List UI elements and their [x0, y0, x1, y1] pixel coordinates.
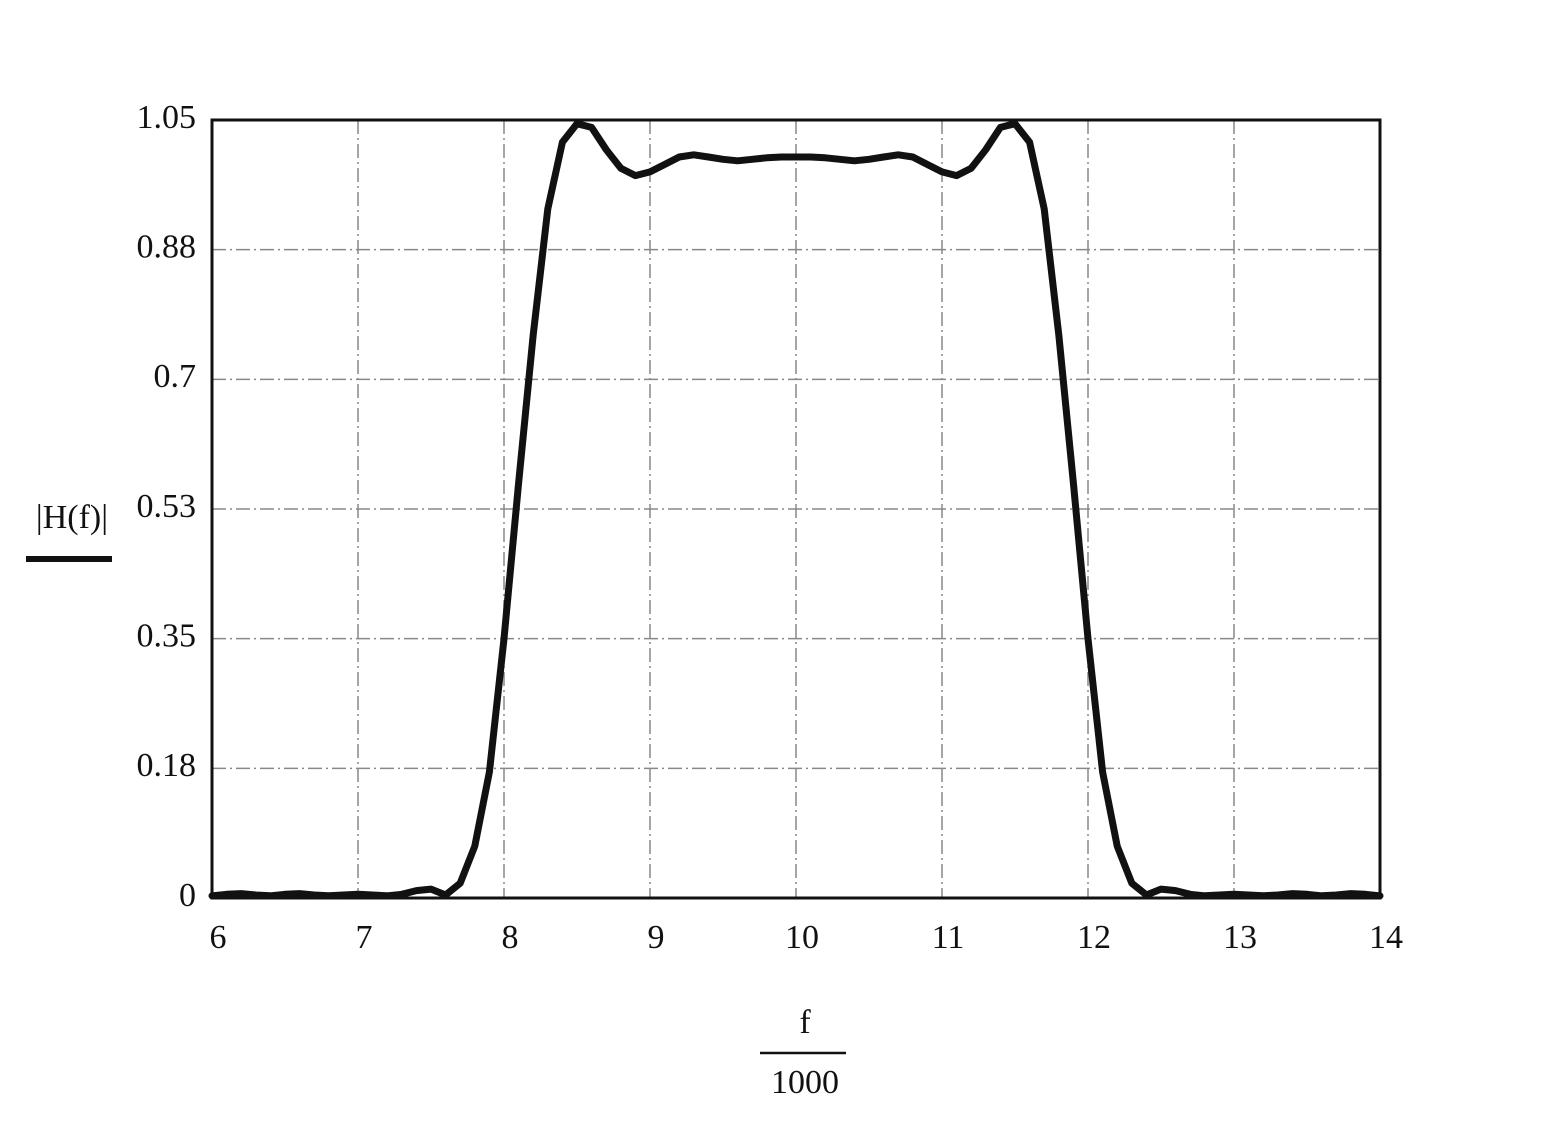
plot-frame — [210, 118, 1382, 900]
x-tick-label: 9 — [648, 919, 665, 956]
y-tick-label: 0.18 — [137, 747, 197, 784]
y-tick-label: 0 — [179, 877, 196, 914]
y-tick-label: 1.05 — [137, 99, 197, 136]
y-axis-label: |H(f)| — [36, 499, 108, 536]
y-tick-label: 0.88 — [137, 228, 197, 265]
y-tick-label: 0.35 — [137, 617, 197, 654]
x-tick-label: 6 — [210, 919, 227, 956]
x-tick-label: 14 — [1369, 919, 1403, 956]
x-tick-label: 10 — [785, 919, 819, 956]
x-tick-label: 13 — [1223, 919, 1257, 956]
data-line — [208, 120, 1384, 900]
x-tick-label: 7 — [356, 919, 373, 956]
x-tick-label: 11 — [932, 919, 965, 956]
x-tick-label: 12 — [1077, 919, 1111, 956]
y-tick-label: 0.7 — [154, 358, 197, 395]
x-tick-label: 8 — [502, 919, 519, 956]
x-axis-label-numerator: f — [799, 1004, 811, 1041]
y-tick-label: 0.53 — [137, 488, 197, 525]
x-axis-label-denominator: 1000 — [771, 1064, 839, 1101]
